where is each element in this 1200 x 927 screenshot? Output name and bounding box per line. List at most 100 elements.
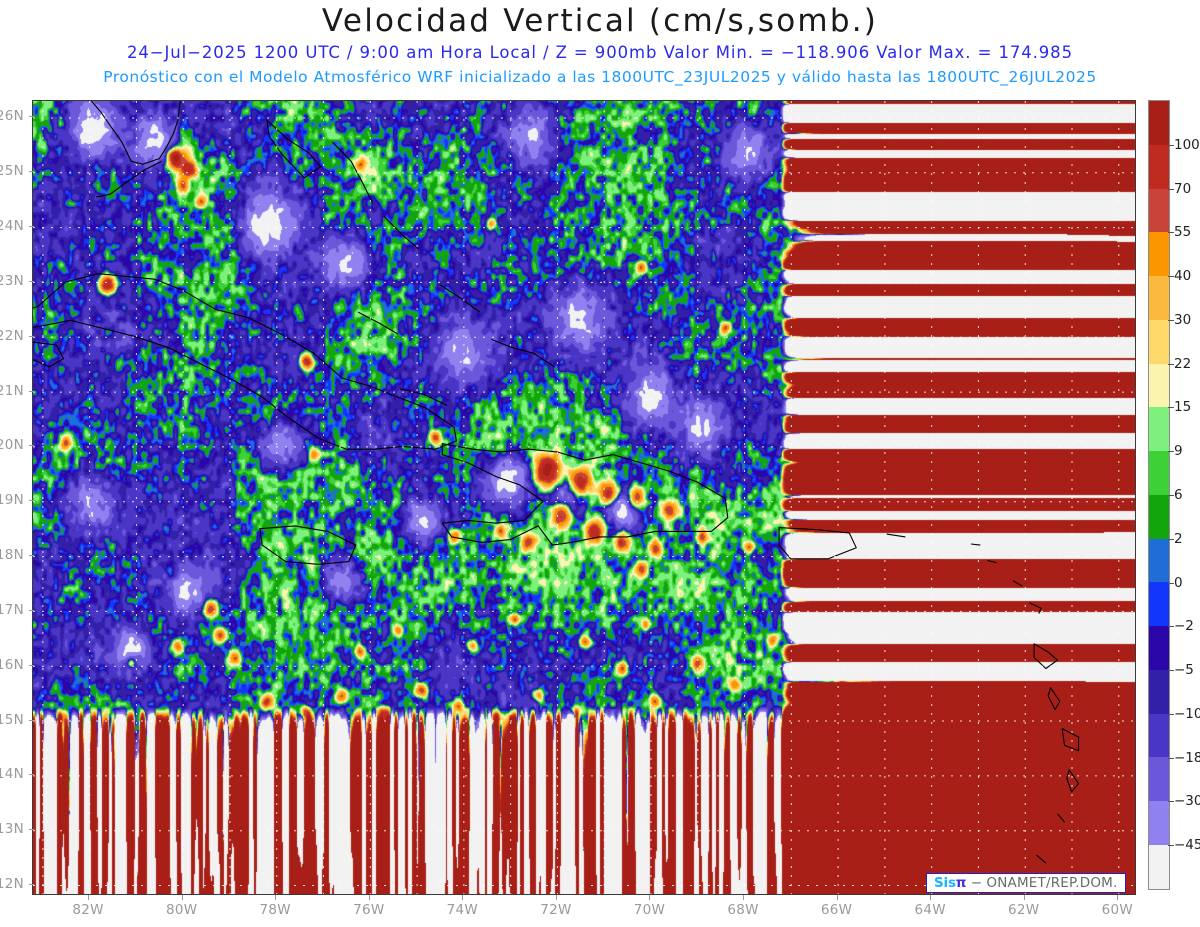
- map-plot-area: [32, 100, 1136, 895]
- latitude-tick-19N: 19N: [0, 492, 24, 509]
- coastline-path: [1061, 728, 1080, 752]
- longitude-tick-70W: 70W: [633, 902, 666, 918]
- logo-pi-text: π: [955, 875, 967, 891]
- latitude-tick-20N: 20N: [0, 437, 24, 454]
- latitude-tick-marks: [0, 0, 34, 927]
- coastline-path: [441, 443, 729, 546]
- longitude-tick-80W: 80W: [165, 902, 198, 918]
- coastline-path: [1057, 813, 1065, 823]
- latitude-tick-15N: 15N: [0, 711, 24, 728]
- coastline-path: [439, 284, 481, 313]
- longitude-tick-68W: 68W: [727, 902, 759, 918]
- chart-subtitle-line2: Pronóstico con el Modelo Atmosférico WRF…: [103, 68, 1097, 86]
- coastline-path: [259, 525, 357, 565]
- colorbar-band-2: [1149, 188, 1169, 233]
- coastline-path: [1047, 687, 1061, 711]
- colorbar-band-13: [1149, 669, 1169, 714]
- colorbar-label-16: −45: [1174, 837, 1200, 854]
- coastline-path: [1029, 602, 1042, 614]
- longitude-tick-64W: 64W: [914, 902, 946, 918]
- coastline-path: [96, 160, 162, 198]
- latitude-tick-14N: 14N: [0, 766, 24, 783]
- colorbar-tick-marks: [1168, 100, 1176, 890]
- colorbar-band-9: [1149, 494, 1169, 539]
- colorbar-band-6: [1149, 363, 1169, 408]
- colorbar-band-1: [1149, 144, 1169, 189]
- latitude-tick-22N: 22N: [0, 327, 24, 344]
- latitude-tick-13N: 13N: [0, 821, 24, 838]
- colorbar-label-13: −10: [1174, 705, 1200, 722]
- latitude-axis-labels: 26N 25N 24N 23N 22N 21N 20N 19N 18N 17N 16N 15N 14N 1…: [0, 0, 32, 927]
- chart-header: Velocidad Vertical (cm/s,somb.) 24−Jul−2…: [0, 0, 1200, 95]
- colorbar-tick-labels: 100 70 55 40 30 22 15 9 6 2 0 −2 −5 −10 −18 −30 −45: [1174, 100, 1200, 890]
- latitude-tick-26N: 26N: [0, 108, 24, 125]
- coastline-path: [90, 101, 181, 165]
- longitude-tick-82W: 82W: [72, 902, 104, 918]
- coastline-path: [778, 527, 857, 560]
- chart-subtitle-line1: 24−Jul−2025 1200 UTC / 9:00 am Hora Loca…: [127, 43, 1073, 62]
- colorbar-band-15: [1149, 757, 1169, 802]
- colorbar-label-12: −5: [1174, 662, 1194, 679]
- colorbar-band-0: [1149, 101, 1169, 145]
- latitude-tick-12N: 12N: [0, 876, 24, 893]
- latitude-tick-17N: 17N: [0, 601, 24, 618]
- coastline-path: [1012, 580, 1023, 587]
- colorbar-band-12: [1149, 626, 1169, 670]
- lat-lon-gridlines: [33, 101, 1135, 894]
- latitude-tick-21N: 21N: [0, 382, 24, 399]
- colorbar-label-4: 30: [1174, 311, 1192, 328]
- colorbar-label-9: 2: [1174, 530, 1183, 547]
- colorbar-label-5: 22: [1174, 355, 1192, 372]
- colorbar-label-8: 6: [1174, 487, 1183, 503]
- coastline-path: [886, 533, 906, 538]
- coastline-path: [970, 543, 981, 546]
- coastline-path: [1066, 769, 1080, 793]
- coastline-path: [1033, 643, 1059, 670]
- colorbar-label-6: 15: [1174, 399, 1192, 416]
- longitude-tick-60W: 60W: [1101, 902, 1133, 918]
- colorbar-label-15: −30: [1174, 793, 1200, 810]
- logo-sis-text: Sis: [934, 875, 956, 891]
- page-title: Velocidad Vertical (cm/s,somb.): [321, 3, 879, 39]
- colorbar-band-8: [1149, 451, 1169, 495]
- colorbar-label-1: 70: [1174, 180, 1192, 197]
- latitude-tick-23N: 23N: [0, 272, 24, 289]
- colorbar-band-14: [1149, 713, 1169, 758]
- longitude-tick-74W: 74W: [446, 902, 479, 918]
- longitude-axis-labels: 82W 80W 78W 76W 74W 72W 70W 68W 66W 64W 62W 60W: [0, 900, 1200, 927]
- coastline-path: [491, 338, 555, 368]
- longitude-tick-62W: 62W: [1008, 902, 1040, 918]
- colorbar-scale: [1148, 100, 1170, 890]
- longitude-tick-78W: 78W: [259, 902, 291, 918]
- coastline-path: [33, 273, 457, 450]
- colorbar-band-5: [1149, 319, 1169, 364]
- attribution-logo: Sisπ − ONAMET/REP.DOM.: [926, 873, 1126, 893]
- latitude-tick-24N: 24N: [0, 218, 24, 235]
- coastline-path: [332, 141, 373, 203]
- colorbar-band-3: [1149, 232, 1169, 277]
- longitude-tick-marks: [0, 895, 1200, 901]
- colorbar-label-7: 9: [1174, 443, 1183, 460]
- coastline-path: [357, 311, 399, 335]
- logo-org-text: ONAMET/REP.DOM.: [986, 875, 1118, 891]
- logo-dash: −: [970, 875, 983, 891]
- coastline-path: [1036, 854, 1047, 864]
- colorbar-band-11: [1149, 582, 1169, 627]
- colorbar-label-3: 40: [1174, 268, 1192, 285]
- latitude-tick-18N: 18N: [0, 547, 24, 564]
- colorbar-label-10: 0: [1174, 574, 1183, 591]
- latitude-tick-16N: 16N: [0, 656, 24, 673]
- vertical-velocity-shaded-field: [33, 101, 1135, 894]
- longitude-tick-66W: 66W: [820, 902, 853, 918]
- colorbar-band-7: [1149, 407, 1169, 452]
- coastline-path: [33, 341, 64, 368]
- colorbar-label-14: −18: [1174, 749, 1200, 766]
- colorbar-band-16: [1149, 801, 1169, 846]
- longitude-tick-72W: 72W: [540, 902, 572, 918]
- colorbar-label-0: 100: [1174, 136, 1200, 153]
- latitude-tick-25N: 25N: [0, 163, 24, 180]
- colorbar-label-2: 55: [1174, 224, 1192, 241]
- colorbar-label-11: −2: [1174, 618, 1194, 635]
- coastline-path: [400, 388, 448, 406]
- coastline-path: [383, 215, 420, 250]
